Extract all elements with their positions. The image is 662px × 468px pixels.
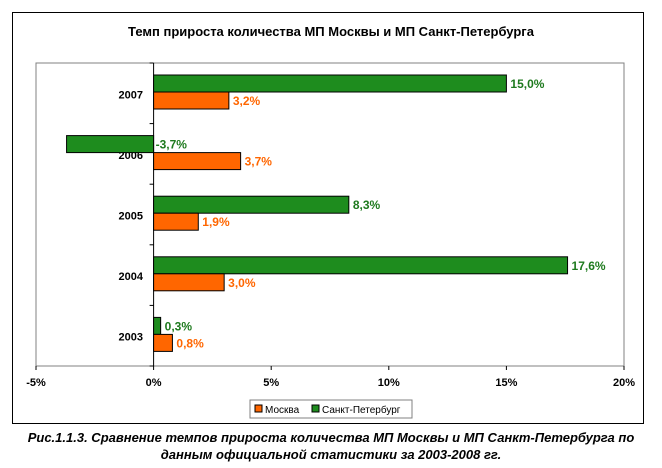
category-label: 2003 <box>119 332 143 344</box>
bar-moscow <box>153 273 225 292</box>
chart: Темп прироста количества МП Москвы и МП … <box>26 24 635 419</box>
legend-swatch-moscow <box>254 404 263 413</box>
x-tick-label: 10% <box>378 377 400 389</box>
bar-moscow <box>153 333 173 352</box>
bar-spb <box>66 135 155 154</box>
bar-spb <box>153 256 569 275</box>
plot-area <box>35 62 625 367</box>
legend-label-spb: Санкт-Петербург <box>322 404 401 416</box>
data-label-spb: 8,3% <box>353 198 381 212</box>
data-label-spb: 0,3% <box>165 319 193 333</box>
x-tick-label: 5% <box>263 377 279 389</box>
bar-spb <box>153 74 507 93</box>
x-tick-label: 0% <box>146 377 162 389</box>
chart-title: Темп прироста количества МП Москвы и МП … <box>128 24 535 39</box>
legend-box <box>249 399 413 419</box>
category-label: 2007 <box>119 89 143 101</box>
data-label-moscow: 0,8% <box>176 336 204 350</box>
data-label-moscow: 3,0% <box>228 276 256 290</box>
bar-moscow <box>153 212 199 231</box>
bar-spb <box>153 195 350 214</box>
bar-spb <box>153 316 162 335</box>
x-tick-label: 15% <box>495 377 517 389</box>
data-label-spb: 17,6% <box>572 259 606 273</box>
data-label-spb: 15,0% <box>510 77 544 91</box>
data-label-moscow: 1,9% <box>202 215 230 229</box>
legend-swatch-spb <box>311 404 320 413</box>
caption-line-1: Рис.1.1.3. Сравнение темпов прироста кол… <box>27 430 635 445</box>
caption-line-2: данным официальной статистики за 2003-20… <box>160 447 502 462</box>
x-tick-label: 20% <box>613 377 635 389</box>
data-label-moscow: 3,2% <box>233 94 261 108</box>
x-tick-label: -5% <box>26 377 46 389</box>
bar-moscow <box>153 152 242 171</box>
bar-moscow <box>153 91 230 110</box>
legend-label-moscow: Москва <box>265 405 300 416</box>
figure-caption: Рис.1.1.3. Сравнение темпов прироста кол… <box>0 429 662 463</box>
category-label: 2004 <box>119 271 144 283</box>
category-label: 2005 <box>119 211 143 223</box>
data-label-spb: -3,7% <box>156 138 188 152</box>
data-label-moscow: 3,7% <box>245 155 273 169</box>
